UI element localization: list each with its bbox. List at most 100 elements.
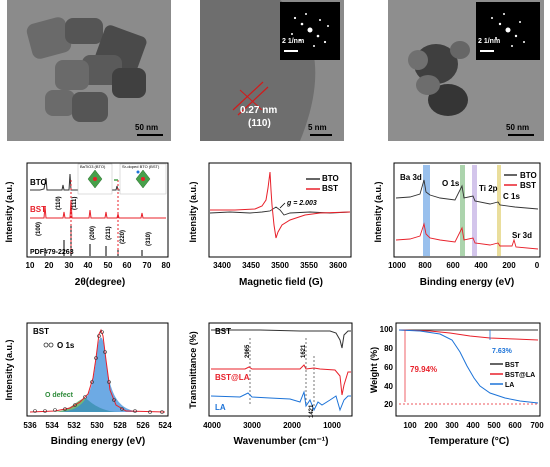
- lattice-o-peak: [60, 337, 140, 412]
- xrd-peak-label: (110): [56, 196, 62, 210]
- xps-tick: 600: [446, 261, 460, 270]
- ftir-xlabel: Wavenumber (cm⁻¹): [234, 436, 329, 447]
- epr-tick: 3550: [300, 261, 318, 270]
- o1s-fit-curve: [29, 328, 166, 413]
- tga-ytick: 100: [380, 325, 394, 334]
- epr-chart: Intensity (a.u.) Magnetic field (G) 3400…: [188, 162, 352, 288]
- epr-tick: 3450: [242, 261, 260, 270]
- ti2p-band: [472, 165, 477, 256]
- ftir-peak-label: 1621: [301, 344, 307, 358]
- xrd-peak-label: (200): [90, 226, 96, 240]
- scale-label: 5 nm: [308, 123, 327, 132]
- o1s-band: [460, 165, 465, 256]
- scale-bar: [310, 134, 332, 136]
- o1s-tick: 526: [136, 421, 150, 430]
- c1s-band: [497, 165, 501, 256]
- xrd-peak-label: (100): [36, 222, 42, 236]
- scale-bar: [508, 134, 534, 136]
- epr-bst-curve: [210, 171, 351, 239]
- xrd-peak-label: (310): [146, 232, 152, 246]
- o1s-tick: 530: [90, 421, 104, 430]
- epr-annotation: g = 2.003: [286, 200, 317, 207]
- xps-legend-bto: BTO: [520, 171, 537, 180]
- xrd-legend-bto: BTO: [30, 178, 47, 187]
- xrd-peak-label: (111): [72, 197, 78, 210]
- o1s-sample: BST: [33, 327, 49, 336]
- tga-xtick: 100: [403, 421, 417, 430]
- bto-structure-label: BaTiO3 (BTO): [80, 164, 106, 169]
- xps-ylabel: Intensity (a.u.): [373, 181, 383, 242]
- tga-ytick: 60: [384, 363, 393, 372]
- ftir-peak-label: 1421: [309, 404, 315, 418]
- xps-tick: 0: [535, 261, 540, 270]
- o1s-tick: 524: [158, 421, 172, 430]
- xrd-peak-label: (220): [120, 230, 126, 244]
- epr-tick: 3400: [213, 261, 231, 270]
- xps-tick: 200: [502, 261, 516, 270]
- o1s-legend: O 1s: [57, 341, 75, 350]
- epr-legend-bst: BST: [322, 184, 338, 193]
- xps-label-o1s: O 1s: [442, 179, 460, 188]
- o1s-tick: 536: [23, 421, 37, 430]
- epr-tick: 3600: [329, 261, 347, 270]
- tga-xtick: 300: [445, 421, 459, 430]
- xrd-bst-curve: [30, 199, 166, 219]
- tga-ylabel: Weight (%): [369, 347, 379, 393]
- inset-scale-label: 2 1/nm: [282, 38, 305, 45]
- d-spacing-label: 0.27 nm: [240, 105, 278, 116]
- tga-legend-bst: BST: [505, 362, 520, 369]
- tga-ytick: 20: [384, 400, 393, 409]
- epr-tick: 3500: [271, 261, 289, 270]
- xps-survey-chart: Intensity (a.u.) Binding energy (eV) 100…: [373, 162, 541, 288]
- ftir-label-bstla: BST@LA: [215, 373, 250, 382]
- xrd-peak-label: (211): [106, 226, 112, 240]
- tga-bstla-curve: [398, 329, 539, 341]
- tem-image-middle: 0.27 nm (110) 2 1/nm 5 nm: [200, 0, 344, 141]
- xps-tick: 800: [418, 261, 432, 270]
- ftir-la-curve: [210, 390, 351, 412]
- ftir-peak-label: 2965: [245, 344, 251, 358]
- tga-xtick: 500: [487, 421, 501, 430]
- xps-tick: 1000: [388, 261, 406, 270]
- xrd-chart: Intensity (a.u.) 2θ(degree) 10 20 30 40 …: [4, 162, 171, 288]
- ftir-tick: 1000: [323, 421, 341, 430]
- xps-label-sr3d: Sr 3d: [512, 231, 532, 240]
- tga-la-curve: [398, 329, 539, 404]
- ftir-bstla-curve: [211, 364, 351, 396]
- tga-xtick: 200: [424, 421, 438, 430]
- bst-structure-label: Sr-doped BTO (BST): [122, 164, 160, 169]
- xrd-xlabel: 2θ(degree): [75, 277, 125, 288]
- xrd-tick: 80: [162, 261, 171, 270]
- tga-legend-la: LA: [505, 382, 514, 389]
- ftir-ylabel: Transmittance (%): [188, 331, 198, 409]
- tga-xlabel: Temperature (°C): [429, 436, 510, 447]
- epr-xlabel: Magnetic field (G): [239, 277, 323, 288]
- o-defect-label: O defect: [45, 392, 74, 399]
- ftir-tick: 3000: [243, 421, 261, 430]
- tga-ytick: 40: [384, 382, 393, 391]
- tga-loss-large: 79.94%: [410, 365, 437, 374]
- tem-image-right: 2 1/nm 50 nm: [388, 0, 544, 141]
- epr-legend-bto: BTO: [322, 174, 339, 183]
- tga-xtick: 400: [466, 421, 480, 430]
- xrd-tick: 60: [123, 261, 132, 270]
- diffraction-pattern: [491, 13, 525, 47]
- xps-bto-curve: [395, 179, 539, 210]
- ftir-chart: Transmittance (%) Wavenumber (cm⁻¹) 4000…: [188, 322, 353, 447]
- tga-xtick: 600: [508, 421, 522, 430]
- xrd-reference-label: PDF#79-2263: [30, 249, 74, 256]
- xps-tick: 400: [474, 261, 488, 270]
- scale-label: 50 nm: [506, 123, 530, 132]
- epr-bto-curve: [209, 206, 351, 216]
- xrd-tick: 70: [143, 261, 152, 270]
- xps-label-c1s: C 1s: [503, 192, 520, 201]
- ftir-tick: 2000: [283, 421, 301, 430]
- saed-inset: 2 1/nm: [476, 2, 540, 60]
- tem-image-left: 50 nm: [7, 0, 171, 141]
- nanoparticle-cluster: [7, 0, 171, 141]
- o1s-tick: 528: [113, 421, 127, 430]
- xrd-tick: 30: [65, 261, 74, 270]
- xrd-ylabel: Intensity (a.u.): [4, 181, 14, 242]
- inset-scale-bar: [284, 50, 298, 52]
